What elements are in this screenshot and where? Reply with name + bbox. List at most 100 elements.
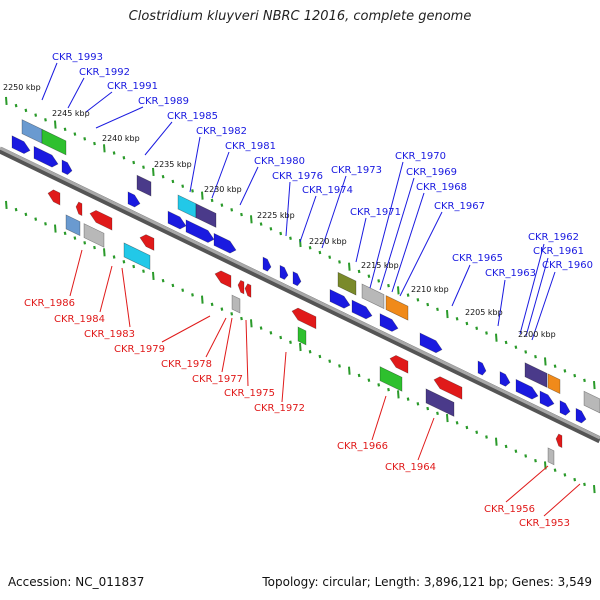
label-leader-line	[281, 351, 287, 403]
scale-tick	[426, 302, 430, 307]
scale-tick	[446, 309, 449, 319]
scale-tick	[495, 333, 498, 342]
scale-tick	[367, 378, 371, 382]
label-leader-line	[497, 279, 506, 327]
label-leader-line	[379, 177, 415, 291]
label-leader-line	[144, 121, 173, 156]
scale-tick	[220, 307, 224, 311]
scale-tick	[446, 413, 449, 423]
gene-label-forward: CKR_1981	[225, 141, 276, 152]
label-leaders	[41, 62, 581, 517]
scale-tick	[181, 184, 185, 188]
scale-tick	[475, 326, 479, 330]
scale-tick	[191, 189, 194, 193]
scale-tick	[181, 288, 185, 292]
scale-tick	[132, 264, 136, 269]
scale-tick	[54, 120, 57, 129]
scale-tick	[504, 444, 508, 449]
scale-tick	[279, 231, 283, 236]
scale-tick	[563, 369, 567, 373]
scale-tick	[485, 331, 488, 335]
scale-tick	[34, 113, 38, 117]
scale-tick	[103, 144, 106, 153]
scale-tick	[308, 350, 312, 354]
scale-tick	[269, 331, 273, 335]
cog-box	[524, 362, 548, 388]
label-leader-line	[531, 271, 556, 341]
cog-box	[337, 271, 357, 296]
scale-tick	[34, 217, 38, 221]
label-leader-line	[99, 265, 113, 313]
gene-labels: 2250 kbp 2245 kbp 2240 kbp 2235 kbp 2230…	[3, 52, 593, 529]
forward-gene-arrow	[379, 313, 399, 332]
cog-box	[547, 447, 555, 466]
label-leader-line	[211, 151, 230, 199]
gene-label-reverse: CKR_1984	[54, 314, 105, 325]
scale-tick	[24, 212, 28, 217]
scale-tick	[524, 454, 528, 458]
gene-label-reverse: CKR_1966	[337, 441, 388, 452]
accession-text: Accession: NC_011837	[8, 575, 145, 589]
scale-label: 2200 kbp	[518, 330, 556, 339]
scale-tick	[289, 236, 292, 240]
scale-tick	[357, 269, 361, 274]
reverse-gene-arrow	[244, 283, 252, 298]
forward-gene-arrow	[167, 210, 187, 230]
gene-label-reverse: CKR_1983	[84, 329, 135, 340]
forward-gene-arrow	[292, 271, 302, 287]
scale-tick	[553, 364, 557, 368]
gene-label-reverse: CKR_1986	[24, 298, 75, 309]
scale-label: 2240 kbp	[102, 134, 140, 143]
scale-tick	[338, 364, 341, 368]
scale-tick	[338, 260, 341, 264]
cog-box	[65, 214, 81, 237]
gene-label-forward: CKR_1961	[533, 246, 584, 257]
label-leader-line	[399, 211, 443, 297]
gene-label-reverse: CKR_1979	[114, 344, 165, 355]
scale-tick	[553, 468, 557, 472]
scale-tick	[103, 248, 106, 257]
scale-tick	[112, 151, 116, 155]
cog-box	[83, 223, 105, 248]
cog-box	[195, 203, 217, 228]
scale-tick	[583, 378, 586, 383]
scale-tick	[583, 482, 586, 487]
gene-label-forward: CKR_1991	[107, 81, 158, 92]
genome-map: 2250 kbp 2245 kbp 2240 kbp 2235 kbp 2230…	[0, 52, 600, 529]
scale-tick	[318, 354, 322, 359]
gene-features	[11, 135, 587, 449]
scale-tick	[14, 103, 18, 108]
scale-tick	[357, 373, 361, 378]
scale-tick	[142, 165, 145, 169]
reverse-gene-arrow	[75, 201, 83, 217]
forward-gene-arrow	[61, 159, 73, 175]
gene-label-forward: CKR_1968	[416, 182, 467, 193]
label-leader-line	[321, 175, 347, 249]
scale-tick	[201, 295, 204, 304]
gene-label-reverse: CKR_1978	[161, 359, 212, 370]
scale-tick	[201, 191, 204, 200]
scale-tick	[44, 222, 47, 226]
scale-label: 2245 kbp	[52, 109, 90, 118]
scale-tick	[367, 274, 371, 278]
gene-label-forward: CKR_1967	[434, 201, 485, 212]
scale-label: 2250 kbp	[3, 83, 41, 92]
scale-tick	[230, 312, 234, 316]
tick-rows	[5, 96, 596, 494]
forward-gene-arrow	[279, 264, 289, 280]
cog-box	[136, 174, 152, 197]
scale-tick	[73, 132, 77, 136]
forward-gene-arrow	[515, 378, 539, 400]
scale-tick	[171, 283, 175, 288]
scale-tick	[152, 167, 155, 177]
forward-gene-arrow	[477, 360, 487, 376]
reverse-gene-arrow	[89, 210, 113, 231]
scale-tick	[387, 283, 390, 288]
cog-box	[379, 366, 403, 392]
scale-tick	[465, 425, 469, 430]
forward-gene-arrow	[213, 232, 237, 254]
scale-tick	[426, 406, 430, 411]
label-leader-line	[299, 195, 317, 243]
scale-tick	[279, 335, 283, 340]
reverse-gene-arrow	[433, 376, 463, 400]
